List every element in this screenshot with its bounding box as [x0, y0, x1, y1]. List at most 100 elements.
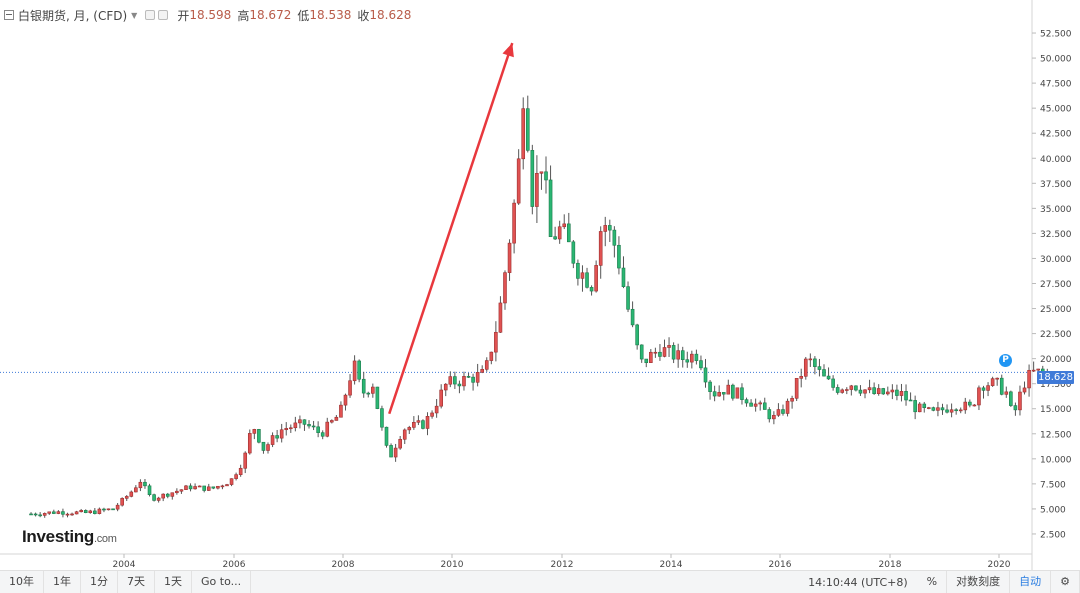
candle-body — [380, 408, 384, 428]
candle-body — [47, 511, 52, 514]
y-tick-label: 25.000 — [1040, 305, 1072, 315]
y-tick-label: 52.500 — [1040, 30, 1072, 40]
candle-body — [225, 484, 229, 487]
candle-body — [316, 426, 320, 433]
high-label: 高 — [237, 8, 250, 23]
candle-body — [694, 353, 699, 361]
candle-body — [284, 428, 289, 431]
candle-body — [731, 384, 735, 399]
candle-body — [977, 387, 981, 406]
candle-body — [88, 510, 93, 513]
candle-body — [881, 388, 886, 395]
candle-body — [808, 358, 813, 361]
candle-body — [175, 490, 179, 494]
candle-body — [525, 108, 530, 151]
logo-suffix: .com — [93, 533, 117, 545]
candle-body — [712, 391, 717, 397]
price-chart[interactable]: 2.500 5.000 7.500 10.000 12.500 15.000 17.500 2… — [0, 0, 1080, 570]
collapse-icon[interactable] — [4, 10, 14, 20]
candle-body — [161, 493, 165, 499]
bottom-toolbar: 10年 1年 1分 7天 1天 Go to... 14:10:44 (UTC+8… — [0, 570, 1080, 593]
candle-body — [412, 422, 416, 428]
candle-body — [699, 360, 703, 369]
candle-body — [65, 513, 70, 516]
candle-body — [539, 171, 544, 174]
candle-body — [854, 385, 858, 391]
candle-body — [954, 409, 958, 412]
candle-body — [781, 409, 785, 414]
candle-body — [548, 179, 553, 237]
candle-body — [261, 441, 266, 451]
candle-body — [803, 358, 808, 377]
candle-body — [471, 376, 475, 383]
auto-scale-toggle[interactable]: 自动 — [1010, 571, 1052, 593]
settings-icon[interactable] — [158, 10, 169, 20]
percent-toggle[interactable]: % — [918, 571, 948, 593]
candle-body — [152, 494, 156, 501]
candle-body — [202, 485, 207, 491]
x-tick-label: 2014 — [660, 560, 683, 570]
x-tick-label: 2006 — [223, 560, 246, 570]
candle-body — [234, 474, 238, 479]
candle-body — [562, 223, 567, 228]
chevron-down-icon[interactable]: ▼ — [131, 10, 138, 20]
goto-button[interactable]: Go to... — [192, 571, 252, 593]
candle-body — [115, 504, 120, 510]
y-tick-label: 7.500 — [1040, 480, 1066, 490]
candle-body — [917, 403, 922, 413]
candle-body — [817, 366, 822, 370]
candle-body — [229, 478, 234, 485]
gear-icon[interactable]: ⚙ — [1051, 571, 1080, 593]
range-1m-button[interactable]: 1分 — [81, 571, 118, 593]
candle-body — [42, 513, 47, 516]
candle-body — [680, 350, 685, 360]
investing-logo: Investing.com — [22, 527, 117, 547]
x-tick-label: 2004 — [113, 560, 136, 570]
candle-body — [288, 427, 293, 430]
candle-body — [457, 383, 462, 387]
current-price-tag: 18.628 — [1037, 371, 1074, 384]
candle-body — [858, 389, 863, 394]
candle-body — [831, 378, 835, 388]
candle-body — [708, 381, 712, 392]
candle-body — [247, 433, 252, 454]
candle-body — [466, 376, 471, 378]
x-tick-label: 2020 — [988, 560, 1011, 570]
candle-body — [1031, 369, 1036, 372]
candle-body — [904, 391, 908, 401]
candle-body — [835, 387, 840, 393]
candle-body — [794, 378, 799, 399]
candle-body — [29, 513, 33, 516]
time-readout: 14:10:44 (UTC+8) — [808, 575, 908, 589]
candle-body — [662, 347, 667, 357]
candle-body — [498, 302, 503, 333]
eye-icon[interactable] — [145, 10, 156, 20]
candle-body — [38, 514, 42, 517]
candle-body — [138, 481, 143, 489]
range-7d-button[interactable]: 7天 — [118, 571, 155, 593]
candle-body — [972, 404, 977, 407]
candle-body — [872, 387, 876, 394]
candle-body — [986, 385, 990, 391]
trend-arrow-line — [388, 42, 514, 415]
range-1d-button[interactable]: 1天 — [155, 571, 192, 593]
candle-body — [958, 409, 963, 412]
range-10y-button[interactable]: 10年 — [0, 571, 44, 593]
log-scale-toggle[interactable]: 对数刻度 — [947, 571, 1011, 593]
candle-body — [1018, 391, 1022, 411]
candle-body — [79, 510, 83, 513]
candle-body — [913, 400, 917, 413]
candle-body — [553, 236, 557, 240]
candle-body — [521, 108, 526, 160]
candle-body — [334, 416, 339, 421]
candle-body — [120, 498, 124, 506]
candle-body — [83, 510, 88, 513]
candle-body — [981, 387, 986, 391]
p-marker-icon[interactable]: P — [999, 354, 1012, 367]
candle-body — [813, 358, 817, 367]
candle-body — [325, 421, 330, 437]
candle-body — [594, 265, 598, 292]
candle-body — [653, 351, 658, 354]
range-1y-button[interactable]: 1年 — [44, 571, 81, 593]
candle-body — [165, 493, 170, 497]
